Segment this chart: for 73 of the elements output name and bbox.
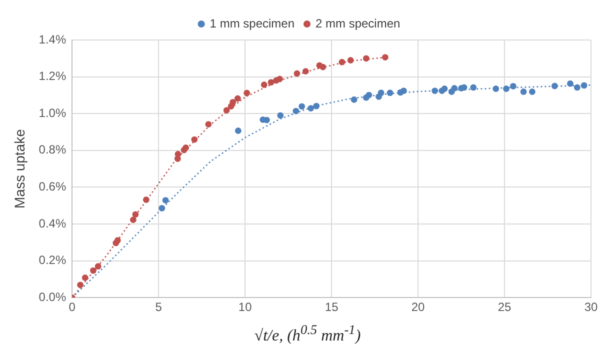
point <box>90 267 96 274</box>
y-tick-label: 0.0% <box>38 290 66 304</box>
point <box>366 92 372 98</box>
x-tick-label: 10 <box>238 300 252 314</box>
point <box>347 57 354 64</box>
point <box>451 85 458 92</box>
point <box>205 121 212 128</box>
point <box>574 84 580 91</box>
y-tick-label: 1.2% <box>38 69 66 84</box>
point <box>460 84 468 91</box>
x-tick-label: 0 <box>68 300 76 314</box>
point <box>362 55 370 62</box>
point <box>551 82 558 90</box>
x-tick-label: 25 <box>498 300 512 314</box>
point <box>308 105 314 112</box>
point <box>223 107 230 114</box>
point <box>292 108 300 114</box>
point <box>400 88 407 94</box>
point <box>114 237 121 244</box>
point <box>510 82 516 90</box>
point <box>277 112 284 119</box>
point <box>298 103 306 110</box>
point <box>520 88 527 95</box>
point <box>158 204 166 212</box>
x-tick-label: 15 <box>324 300 339 314</box>
point <box>132 211 139 218</box>
point <box>441 86 448 92</box>
point <box>162 197 169 204</box>
point <box>294 70 300 77</box>
x-tick-label: 30 <box>584 300 598 314</box>
point <box>580 82 588 89</box>
point <box>234 128 242 134</box>
y-tick-label: 0.4% <box>38 216 66 230</box>
point <box>264 116 270 124</box>
point <box>350 96 358 103</box>
y-tick-label: 1.0% <box>38 106 66 120</box>
legend-label: 2 mm specimen <box>316 16 400 30</box>
point <box>268 79 274 86</box>
point <box>230 98 236 106</box>
point <box>142 196 150 203</box>
y-tick-label: 1.4% <box>38 32 66 46</box>
y-tick-label: 0.8% <box>38 142 66 157</box>
x-axis-title: √t/e, (h$^{0.5}$ mm$^{-1}$) <box>253 322 362 346</box>
point <box>432 88 438 94</box>
point <box>191 136 198 143</box>
point <box>503 86 510 92</box>
point <box>260 82 268 88</box>
point <box>338 58 346 66</box>
point <box>174 150 182 158</box>
point <box>567 80 574 87</box>
point <box>234 95 241 102</box>
point <box>130 216 136 223</box>
point <box>378 90 384 96</box>
point <box>492 86 500 92</box>
point <box>313 102 320 110</box>
x-tick-label: 5 <box>155 300 162 314</box>
point <box>276 76 283 82</box>
point <box>94 263 102 270</box>
point <box>382 54 388 60</box>
point <box>302 68 309 74</box>
legend-label: 1 mm specimen <box>210 16 295 30</box>
point <box>182 144 189 151</box>
point <box>244 90 250 96</box>
point <box>528 88 536 95</box>
point <box>82 274 88 281</box>
y-tick-label: 0.2% <box>38 253 66 268</box>
point <box>77 282 84 288</box>
point <box>386 90 394 96</box>
point <box>320 64 326 70</box>
x-tick-label: 20 <box>411 300 426 314</box>
y-axis-title: Mass uptake <box>11 128 28 208</box>
point <box>470 84 477 91</box>
y-tick-label: 0.6% <box>38 180 66 194</box>
